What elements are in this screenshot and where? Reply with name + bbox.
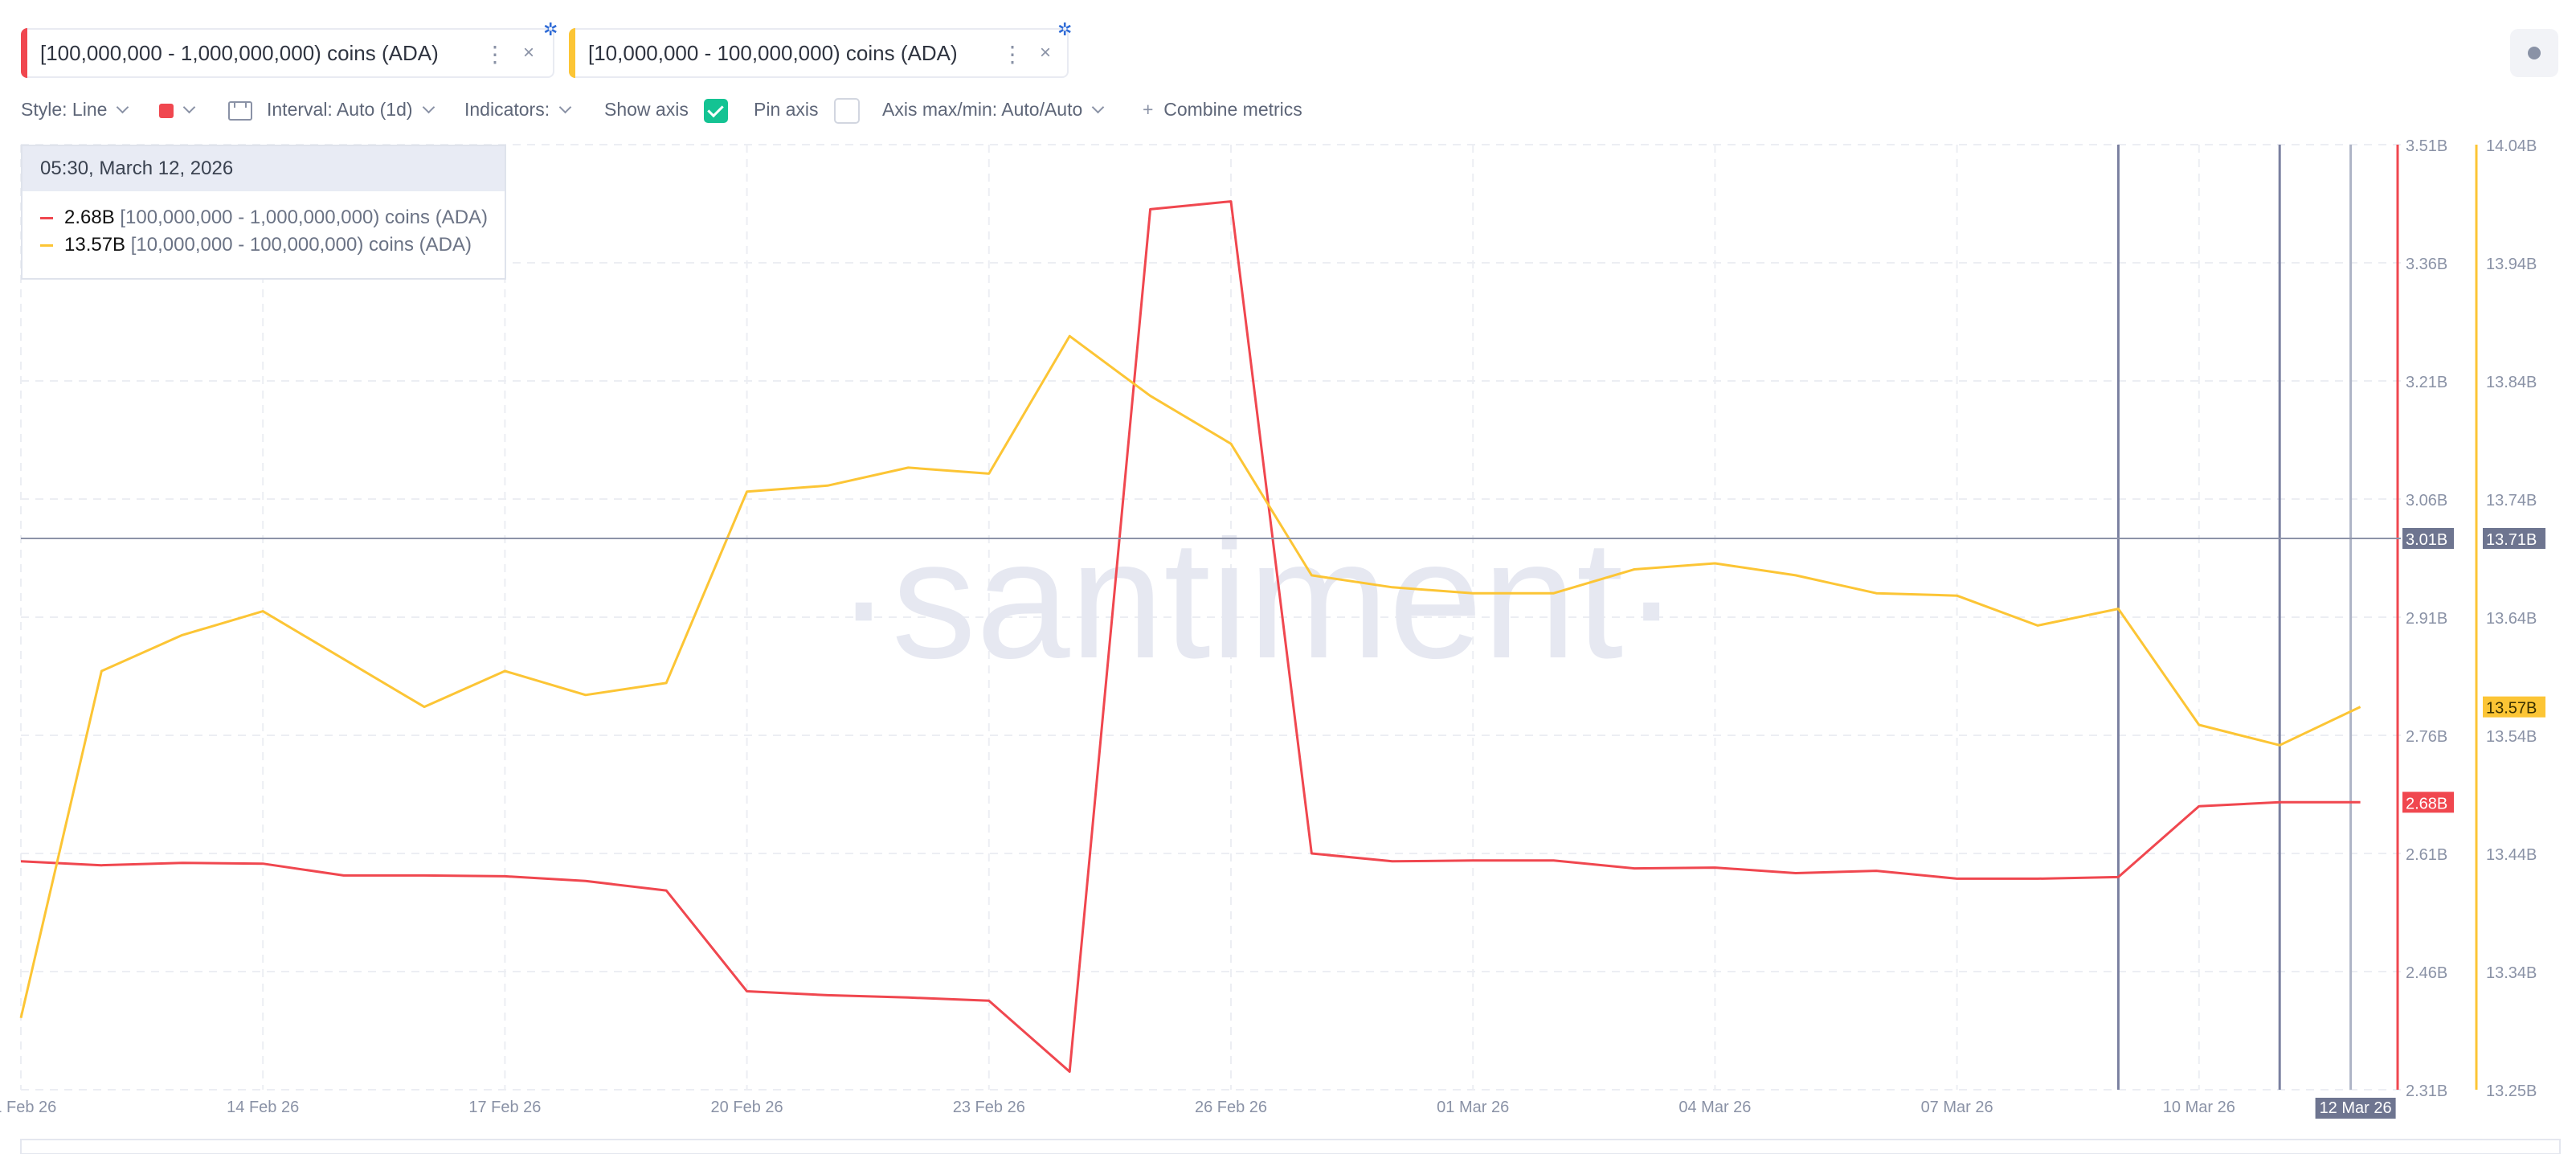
tooltip-row: 13.57B [10,000,000 - 100,000,000) coins …: [40, 231, 505, 259]
y-right-tick-label: 13.44B: [2486, 846, 2537, 864]
navigator-strip: [20, 1139, 2561, 1154]
kebab-menu-icon[interactable]: ⋮: [484, 42, 506, 67]
last-right-badge-bg: [2483, 696, 2545, 718]
y-right-tick-label: 13.34B: [2486, 964, 2537, 982]
x-tick-label: 23 Feb 26: [953, 1099, 1025, 1116]
y-left-tick-label: 2.61B: [2406, 846, 2447, 864]
pin-axis-toggle[interactable]: Pin axis: [754, 95, 860, 124]
plus-icon: +: [1143, 99, 1154, 120]
style-dropdown[interactable]: Style: Line: [21, 95, 129, 124]
kebab-menu-icon[interactable]: ⋮: [1001, 42, 1024, 67]
x-cursor-label: 12 Mar 26: [2320, 1099, 2392, 1117]
y-right-tick-label: 13.25B: [2486, 1082, 2537, 1100]
watermark: ·santiment·: [836, 505, 1679, 694]
x-tick-label: 10 Mar 26: [2163, 1099, 2235, 1116]
y-left-tick-label: 3.21B: [2406, 374, 2447, 391]
tooltip-row: 2.68B [100,000,000 - 1,000,000,000) coin…: [40, 204, 505, 231]
record-button[interactable]: [2510, 29, 2558, 77]
axis-minmax-dropdown[interactable]: Axis max/min: Auto/Auto: [882, 95, 1105, 124]
interval-dropdown[interactable]: Interval: Auto (1d): [228, 95, 435, 124]
series-swatch: [40, 244, 53, 248]
x-tick-label: 07 Mar 26: [1921, 1099, 1993, 1116]
close-icon[interactable]: ×: [1040, 42, 1052, 63]
checkbox-unchecked-icon[interactable]: [833, 97, 860, 124]
close-icon[interactable]: ×: [523, 42, 535, 63]
y-right-tick-label: 13.54B: [2486, 728, 2537, 746]
series-swatch: [40, 217, 53, 220]
tooltip-label: [10,000,000 - 100,000,000) coins (ADA): [130, 234, 472, 256]
metric-chip-large-holders[interactable]: [100,000,000 - 1,000,000,000) coins (ADA…: [21, 28, 554, 78]
tooltip-value: 13.57B: [64, 234, 126, 256]
x-tick-label: 17 Feb 26: [468, 1099, 541, 1116]
color-swatch: [159, 103, 174, 118]
y-left-tick-label: 2.46B: [2406, 964, 2447, 982]
y-right-tick-label: 13.64B: [2486, 610, 2537, 628]
y-left-tick-label: 3.06B: [2406, 492, 2447, 509]
tooltip-label: [100,000,000 - 1,000,000,000) coins (ADA…: [120, 207, 489, 228]
combine-metrics-button[interactable]: + Combine metrics: [1143, 99, 1302, 120]
y-right-tick-label: 14.04B: [2486, 137, 2537, 155]
tooltip-date: 05:30, March 12, 2026: [22, 146, 505, 191]
chart-tooltip: 05:30, March 12, 2026 2.68B [100,000,000…: [21, 145, 506, 280]
crosshair-right-badge-bg: [2483, 528, 2545, 549]
y-right-tick-label: 13.94B: [2486, 256, 2537, 273]
metric-color-bar: [569, 28, 575, 78]
gear-badge-icon: ✲: [543, 19, 558, 39]
metric-chip-mid-holders[interactable]: [10,000,000 - 100,000,000) coins (ADA) ⋮…: [569, 28, 1069, 78]
color-picker[interactable]: [159, 95, 196, 124]
show-axis-toggle[interactable]: Show axis: [604, 95, 728, 124]
indicators-dropdown[interactable]: Indicators:: [464, 95, 572, 124]
x-tick-label: 01 Mar 26: [1437, 1099, 1509, 1116]
crosshair-right-badge: 13.71B: [2486, 531, 2537, 549]
calendar-icon: [228, 100, 252, 121]
y-left-tick-label: 3.36B: [2406, 256, 2447, 273]
y-left-tick-label: 3.51B: [2406, 137, 2447, 155]
x-cursor-label-bg: [2315, 1098, 2396, 1119]
y-left-tick-label: 2.76B: [2406, 728, 2447, 746]
last-left-badge-bg: [2402, 792, 2454, 813]
gear-badge-icon: ✲: [1057, 19, 1073, 39]
last-left-badge: 2.68B: [2406, 795, 2447, 812]
record-dot-icon: [2528, 47, 2541, 59]
y-right-tick-label: 13.84B: [2486, 374, 2537, 391]
crosshair-left-badge: 3.01B: [2406, 531, 2447, 549]
crosshair-left-badge-bg: [2402, 528, 2454, 549]
x-tick-label: 14 Feb 26: [227, 1099, 299, 1116]
metric-chip-label: [10,000,000 - 100,000,000) coins (ADA): [588, 40, 958, 65]
y-left-tick-label: 2.31B: [2406, 1082, 2447, 1100]
series-line-0: [20, 200, 2361, 1073]
x-tick-label: 20 Feb 26: [711, 1099, 783, 1116]
y-left-tick-label: 2.91B: [2406, 610, 2447, 628]
last-right-badge: 13.57B: [2486, 700, 2537, 718]
tooltip-value: 2.68B: [64, 207, 115, 228]
x-tick-label: 11 Feb 26: [0, 1099, 56, 1116]
y-right-tick-label: 13.74B: [2486, 492, 2537, 509]
x-tick-label: 04 Mar 26: [1678, 1099, 1751, 1116]
metric-chip-label: [100,000,000 - 1,000,000,000) coins (ADA…: [40, 40, 439, 65]
x-tick-label: 26 Feb 26: [1195, 1099, 1267, 1116]
series-line-1: [19, 334, 2361, 1019]
checkbox-checked-icon[interactable]: [704, 98, 728, 123]
metric-color-bar: [21, 28, 27, 78]
